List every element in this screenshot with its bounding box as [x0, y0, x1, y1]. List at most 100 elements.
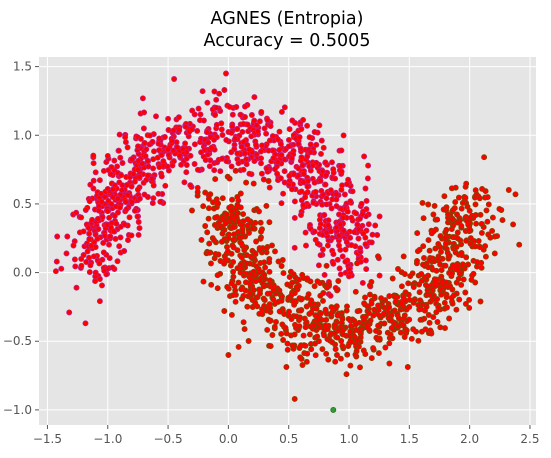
scatter-point-upper: [143, 146, 150, 153]
scatter-point-lower: [437, 324, 444, 331]
scatter-point-upper: [144, 157, 151, 164]
scatter-points: [52, 70, 523, 413]
scatter-point-upper: [264, 117, 271, 123]
scatter-point-lower: [407, 273, 414, 280]
scatter-point-lower: [261, 259, 268, 266]
scatter-point-lower: [280, 337, 287, 343]
scatter-point-upper: [162, 182, 169, 189]
scatter-point-lower: [230, 224, 237, 231]
scatter-point-lower: [320, 290, 327, 296]
scatter-point-lower: [189, 207, 195, 214]
scatter-point-lower: [450, 262, 457, 269]
scatter-point-upper: [237, 111, 244, 118]
scatter-point-lower: [421, 255, 427, 261]
scatter-point-upper: [300, 171, 307, 177]
scatter-point-upper: [281, 104, 288, 111]
scatter-point-lower: [299, 362, 306, 368]
scatter-point-upper: [101, 267, 108, 274]
scatter-point-upper: [318, 150, 324, 157]
scatter-point-lower: [456, 296, 463, 303]
scatter-point-lower: [225, 235, 232, 242]
scatter-point-upper: [64, 233, 71, 240]
scatter-point-upper: [92, 169, 99, 176]
scatter-point-lower: [208, 281, 215, 288]
scatter-point-upper: [315, 262, 322, 269]
scatter-point-lower: [454, 211, 460, 218]
scatter-point-upper: [362, 257, 369, 264]
scatter-point-lower: [472, 279, 479, 286]
scatter-point-upper: [259, 142, 265, 149]
scatter-point-lower: [473, 220, 480, 227]
scatter-point-lower: [466, 296, 473, 303]
scatter-point-upper: [90, 152, 97, 159]
scatter-point-lower: [240, 211, 247, 218]
scatter-point-lower: [432, 283, 439, 289]
scatter-point-upper: [336, 265, 343, 272]
scatter-point-lower: [466, 207, 473, 214]
scatter-point-lower: [194, 189, 201, 196]
scatter-point-upper: [141, 139, 148, 146]
scatter-point-upper: [82, 320, 89, 327]
scatter-point-lower: [417, 297, 424, 304]
scatter-point-upper: [291, 198, 298, 205]
scatter-point-upper: [155, 140, 162, 147]
scatter-point-upper: [270, 155, 277, 162]
scatter-point-upper: [353, 210, 360, 217]
scatter-point-lower: [435, 304, 442, 311]
scatter-point-lower: [263, 202, 270, 209]
scatter-point-upper: [329, 159, 335, 166]
scatter-point-lower: [215, 200, 222, 207]
scatter-point-upper: [226, 103, 233, 110]
scatter-point-lower: [430, 211, 437, 218]
scatter-point-upper: [365, 162, 372, 169]
scatter-point-lower: [370, 345, 377, 352]
scatter-point-lower: [454, 266, 461, 273]
scatter-point-upper: [271, 166, 278, 173]
scatter-point-lower: [398, 300, 404, 307]
scatter-point-upper: [298, 212, 304, 218]
scatter-point-lower: [364, 324, 371, 331]
scatter-point-upper: [275, 136, 281, 143]
scatter-point-lower: [291, 331, 298, 338]
scatter-point-upper: [324, 242, 331, 249]
scatter-point-lower: [271, 323, 278, 330]
scatter-point-lower: [423, 303, 430, 310]
scatter-point-lower: [442, 235, 448, 242]
scatter-point-lower: [449, 286, 456, 293]
scatter-point-upper: [111, 212, 118, 219]
scatter-point-lower: [482, 253, 489, 260]
scatter-point-lower: [474, 263, 480, 270]
scatter-point-lower: [425, 237, 432, 244]
scatter-point-lower: [304, 350, 311, 357]
scatter-point-upper: [100, 239, 107, 246]
scatter-point-lower: [352, 321, 359, 328]
scatter-point-upper: [117, 204, 123, 211]
scatter-point-upper: [338, 205, 345, 212]
scatter-point-upper: [232, 135, 239, 142]
scatter-point-upper: [347, 234, 354, 241]
scatter-point-upper: [170, 147, 177, 154]
scatter-point-upper: [342, 246, 349, 253]
scatter-point-upper: [321, 212, 328, 218]
scatter-point-upper: [165, 115, 172, 122]
scatter-point-upper: [330, 251, 337, 258]
scatter-point-lower: [256, 247, 263, 254]
scatter-point-upper: [101, 232, 108, 239]
scatter-point-upper: [285, 136, 292, 143]
scatter-point-upper: [158, 173, 165, 180]
scatter-point-lower: [335, 278, 342, 284]
scatter-point-upper: [365, 221, 372, 228]
scatter-point-lower: [352, 351, 359, 358]
scatter-point-lower: [426, 257, 433, 264]
scatter-point-lower: [238, 254, 245, 261]
scatter-point-upper: [134, 186, 141, 193]
scatter-point-upper: [86, 198, 93, 205]
scatter-point-lower: [278, 297, 285, 304]
scatter-point-lower: [403, 327, 410, 334]
scatter-point-upper: [151, 148, 157, 155]
scatter-point-upper: [164, 146, 171, 153]
scatter-point-lower: [459, 199, 466, 206]
scatter-point-upper: [348, 214, 355, 221]
scatter-point-lower: [370, 312, 377, 319]
scatter-point-lower: [215, 251, 222, 258]
